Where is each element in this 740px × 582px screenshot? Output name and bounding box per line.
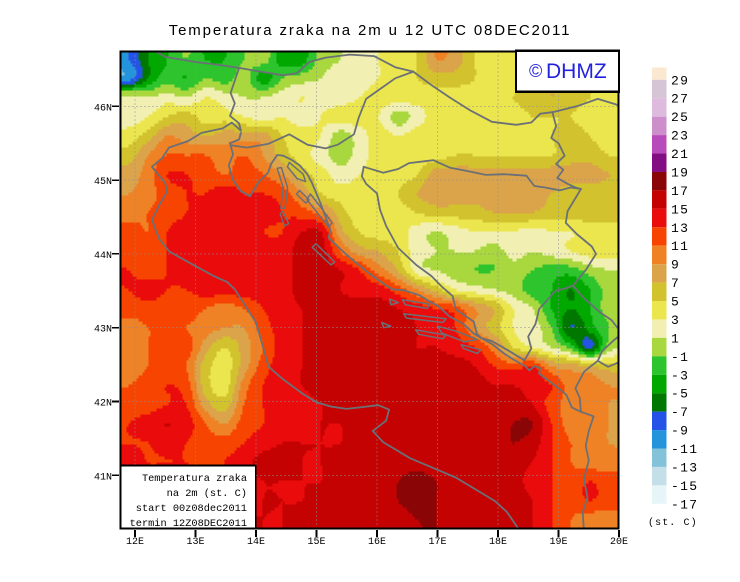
svg-text:1: 1 bbox=[671, 331, 680, 346]
svg-text:11: 11 bbox=[671, 239, 689, 254]
svg-text:-15: -15 bbox=[671, 479, 698, 494]
svg-text:Temperatura zraka: Temperatura zraka bbox=[142, 473, 247, 485]
svg-text:45N: 45N bbox=[94, 177, 112, 188]
svg-text:(st. C): (st. C) bbox=[648, 517, 698, 529]
svg-text:20E: 20E bbox=[610, 537, 628, 548]
svg-text:start 00z08dec2011: start 00z08dec2011 bbox=[136, 503, 247, 515]
svg-text:41N: 41N bbox=[94, 472, 112, 483]
svg-text:-1: -1 bbox=[671, 350, 689, 365]
svg-text:29: 29 bbox=[671, 73, 689, 88]
svg-text:17E: 17E bbox=[428, 537, 446, 548]
svg-text:-13: -13 bbox=[671, 460, 698, 475]
svg-text:-7: -7 bbox=[671, 405, 689, 420]
svg-text:12E: 12E bbox=[126, 537, 144, 548]
svg-text:-11: -11 bbox=[671, 442, 698, 457]
svg-text:3: 3 bbox=[671, 313, 680, 328]
svg-text:42N: 42N bbox=[94, 399, 112, 410]
svg-text:17: 17 bbox=[671, 184, 689, 199]
svg-text:46N: 46N bbox=[94, 103, 112, 114]
svg-text:7: 7 bbox=[671, 276, 680, 291]
svg-text:9: 9 bbox=[671, 258, 680, 273]
svg-text:27: 27 bbox=[671, 92, 689, 107]
svg-text:©: © bbox=[529, 61, 542, 81]
svg-text:na 2m (st. C): na 2m (st. C) bbox=[167, 488, 247, 500]
svg-text:16E: 16E bbox=[368, 537, 386, 548]
svg-text:DHMZ: DHMZ bbox=[546, 60, 607, 83]
svg-text:Temperatura zraka na 2m u 12 U: Temperatura zraka na 2m u 12 UTC 08DEC20… bbox=[169, 22, 572, 39]
svg-text:-17: -17 bbox=[671, 497, 698, 512]
svg-text:5: 5 bbox=[671, 295, 680, 310]
svg-text:-9: -9 bbox=[671, 424, 689, 439]
svg-text:25: 25 bbox=[671, 110, 689, 125]
svg-text:13: 13 bbox=[671, 221, 689, 236]
svg-text:19E: 19E bbox=[549, 537, 567, 548]
svg-text:21: 21 bbox=[671, 147, 689, 162]
svg-text:-5: -5 bbox=[671, 387, 689, 402]
svg-text:15: 15 bbox=[671, 202, 689, 217]
svg-text:13E: 13E bbox=[186, 537, 204, 548]
svg-text:43N: 43N bbox=[94, 325, 112, 336]
svg-text:19: 19 bbox=[671, 166, 689, 181]
svg-text:-3: -3 bbox=[671, 368, 689, 383]
svg-text:44N: 44N bbox=[94, 251, 112, 262]
svg-text:14E: 14E bbox=[247, 537, 265, 548]
svg-text:termin 12Z08DEC2011: termin 12Z08DEC2011 bbox=[130, 518, 247, 530]
svg-text:15E: 15E bbox=[307, 537, 325, 548]
svg-text:18E: 18E bbox=[489, 537, 507, 548]
svg-text:23: 23 bbox=[671, 129, 689, 144]
